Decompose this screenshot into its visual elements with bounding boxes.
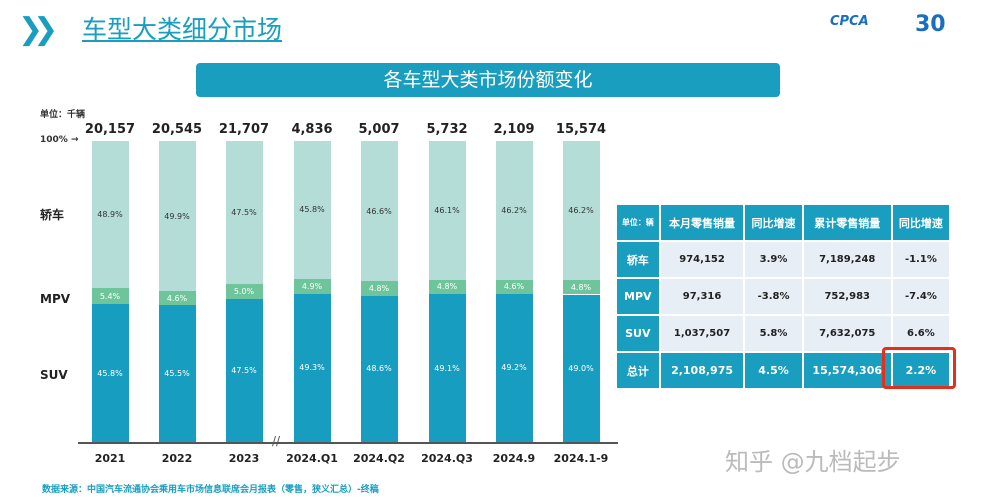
- table-cell: 4.5%: [743, 351, 804, 390]
- bar-segment-mpv: 4.8%: [360, 281, 398, 296]
- bar-segment-sedan: 47.5%: [225, 141, 263, 284]
- table-cell: 本月零售销量: [658, 203, 746, 242]
- unit-label: 单位：千辆: [40, 110, 86, 120]
- cpca-logo: CPCA: [830, 14, 869, 29]
- bar-segment-suv: 45.5%: [158, 305, 196, 442]
- table-cell: -3.8%: [743, 277, 804, 316]
- bar-segment-suv: 45.8%: [91, 304, 129, 442]
- table-cell: 同比增速: [890, 203, 952, 242]
- bar-segment-sedan: 46.2%: [562, 141, 600, 281]
- bar-segment-sedan: 46.1%: [428, 141, 466, 280]
- table-cell: 累计零售销量: [801, 203, 893, 242]
- x-tick-label: 2024.Q2: [353, 452, 405, 465]
- table-cell: MPV: [615, 277, 661, 316]
- table-cell: 2.2%: [890, 351, 952, 390]
- total-label: 20,157: [84, 122, 136, 137]
- watermark: 知乎 @九档起步: [725, 448, 901, 476]
- bar-segment-sedan: 46.2%: [495, 141, 533, 281]
- table-header: 单位：辆 本月零售销量 同比增速 累计零售销量 同比增速: [615, 203, 952, 242]
- total-label: 5,732: [426, 122, 468, 137]
- table-cell: 2,108,975: [658, 351, 746, 390]
- x-tick-label: 2024.Q3: [421, 452, 473, 465]
- chevron-icon: ❯❯: [18, 12, 58, 47]
- table-cell: 7,189,248: [801, 240, 893, 279]
- bar-segment-suv: 49.2%: [495, 293, 533, 442]
- bar-segment-sedan: 49.9%: [158, 141, 196, 292]
- x-axis: [78, 442, 618, 444]
- table-cell: 3.9%: [743, 240, 804, 279]
- table-cell: 1,037,507: [658, 314, 746, 353]
- page-title: 车型大类细分市场: [82, 15, 283, 44]
- anniversary-logo: 30: [915, 12, 946, 37]
- bar-segment-suv: 49.1%: [428, 294, 466, 442]
- bar-segment-suv: 49.0%: [562, 294, 600, 442]
- x-tick-label: 2024.1-9: [553, 452, 609, 465]
- table-row: 轿车 974,152 3.9% 7,189,248 -1.1%: [615, 240, 952, 279]
- axis-break-mark: //: [272, 434, 281, 448]
- table-cell: 97,316: [658, 277, 746, 316]
- x-tick-label: 2024.Q1: [286, 452, 338, 465]
- table-row: 总计 2,108,975 4.5% 15,574,306 2.2%: [615, 351, 952, 390]
- category-label-sedan: 轿车: [40, 208, 65, 222]
- table-row: MPV 97,316 -3.8% 752,983 -7.4%: [615, 277, 952, 316]
- bar-segment-mpv: 4.6%: [158, 291, 196, 306]
- sales-table: 单位：辆 本月零售销量 同比增速 累计零售销量 同比增速 轿车 974,152 3.9% 7,1…: [615, 203, 952, 390]
- bar-segment-mpv: 4.9%: [293, 278, 331, 294]
- table-cell: -1.1%: [890, 240, 952, 279]
- table-cell: 单位：辆: [615, 203, 661, 242]
- category-label-mpv: MPV: [40, 292, 71, 306]
- bar-segment-sedan: 45.8%: [293, 141, 331, 279]
- x-tick-label: 2022: [161, 452, 193, 465]
- x-tick-label: 2021: [94, 452, 126, 465]
- total-label: 5,007: [358, 122, 400, 137]
- highlight-box: [882, 347, 956, 389]
- x-tick-label: 2024.9: [492, 452, 536, 465]
- total-label: 21,707: [218, 122, 270, 137]
- table-cell: SUV: [615, 314, 661, 353]
- bar-segment-suv: 47.5%: [225, 299, 263, 442]
- bar-segment-suv: 49.3%: [293, 293, 331, 442]
- table-cell: 5.8%: [743, 314, 804, 353]
- total-label: 2,109: [493, 122, 535, 137]
- bar-segment-mpv: 4.6%: [495, 280, 533, 294]
- total-label: 15,574: [555, 122, 607, 137]
- bar-segment-sedan: 46.6%: [360, 141, 398, 282]
- table-cell: 15,574,306: [801, 351, 893, 390]
- bar-segment-mpv: 5.0%: [225, 283, 263, 300]
- bar-segment-mpv: 5.4%: [91, 288, 129, 305]
- total-label: 20,545: [151, 122, 203, 137]
- table-cell: 974,152: [658, 240, 746, 279]
- source-note: 数据来源：中国汽车流通协会乘用车市场信息联席会月报表（零售，狭义汇总）-终稿: [42, 485, 379, 495]
- table-row: SUV 1,037,507 5.8% 7,632,075 6.6%: [615, 314, 952, 353]
- category-label-suv: SUV: [40, 368, 68, 382]
- table-cell: 轿车: [615, 240, 661, 279]
- bar-segment-suv: 48.6%: [360, 295, 398, 442]
- table-cell: 6.6%: [890, 314, 952, 353]
- chart-banner: 各车型大类市场份额变化: [196, 63, 780, 97]
- table-cell: 总计: [615, 351, 661, 390]
- bar-segment-mpv: 4.8%: [428, 279, 466, 295]
- table-cell: 7,632,075: [801, 314, 893, 353]
- total-label: 4,836: [291, 122, 333, 137]
- table-cell: -7.4%: [890, 277, 952, 316]
- bar-segment-mpv: 4.8%: [562, 280, 600, 295]
- table-cell: 同比增速: [743, 203, 804, 242]
- table-cell: 752,983: [801, 277, 893, 316]
- bar-segment-sedan: 48.9%: [91, 141, 129, 289]
- hundred-percent-label: 100% →: [40, 135, 79, 145]
- x-tick-label: 2023: [228, 452, 260, 465]
